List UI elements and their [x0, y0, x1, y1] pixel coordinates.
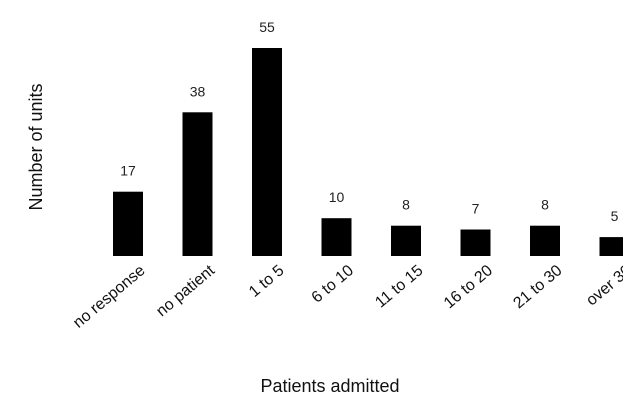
- x-tick-label-4: 11 to 15: [372, 262, 426, 311]
- value-labels-group: 17 38 55 10 8 7 8 5: [120, 19, 618, 224]
- y-axis-title: Number of units: [26, 83, 46, 210]
- x-axis-title: Patients admitted: [260, 376, 399, 396]
- bars-group: [113, 48, 623, 256]
- x-tick-label-5: 16 to 20: [441, 262, 496, 312]
- x-tick-label-7: over 30: [583, 262, 623, 309]
- bar-6: [530, 225, 560, 256]
- value-label-7: 5: [611, 208, 619, 224]
- value-label-3: 10: [329, 189, 345, 205]
- x-tick-label-6: 21 to 30: [510, 262, 565, 312]
- bar-5: [460, 229, 491, 256]
- bar-4: [391, 225, 421, 256]
- x-tick-label-0: no response: [70, 262, 148, 332]
- value-label-4: 8: [402, 197, 410, 213]
- x-tick-label-3: 6 to 10: [309, 262, 357, 307]
- bar-0: [113, 191, 143, 256]
- bar-2: [252, 48, 282, 256]
- value-label-5: 7: [472, 201, 480, 217]
- value-label-6: 8: [541, 197, 549, 213]
- value-label-1: 38: [190, 83, 206, 99]
- bar-7: [599, 237, 623, 256]
- x-tick-labels-group: no response no patient 1 to 5 6 to 10 11 to …: [70, 262, 623, 332]
- value-label-0: 17: [120, 163, 136, 179]
- x-tick-label-1: no patient: [153, 262, 218, 321]
- x-tick-label-2: 1 to 5: [246, 262, 288, 301]
- bar-3: [321, 218, 352, 256]
- value-label-2: 55: [259, 19, 275, 35]
- bar-1: [182, 112, 213, 256]
